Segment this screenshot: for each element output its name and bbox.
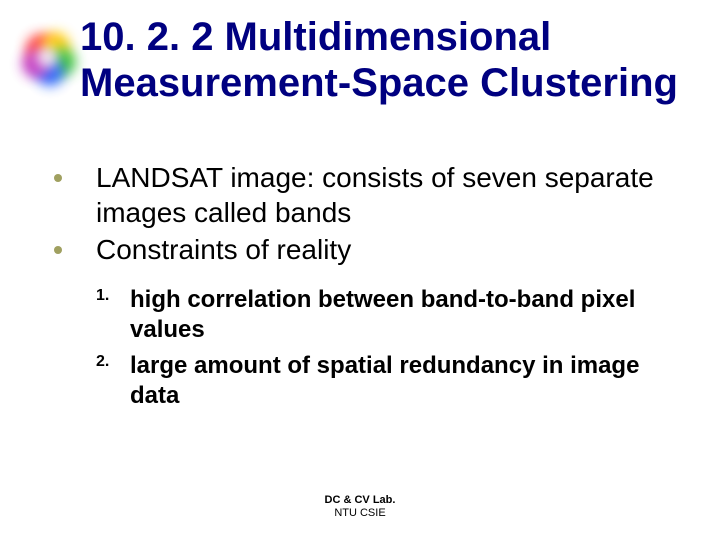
- bullet-item: Constraints of reality: [54, 232, 694, 267]
- slide-title: 10. 2. 2 Multidimensional Measurement-Sp…: [80, 14, 700, 106]
- rainbow-logo-icon: [18, 28, 80, 90]
- numbered-text: high correlation between band-to-band pi…: [130, 285, 694, 345]
- bullet-item: LANDSAT image: consists of seven separat…: [54, 160, 694, 230]
- bullet-icon: [54, 246, 62, 254]
- slide-footer: DC & CV Lab. NTU CSIE: [0, 494, 720, 520]
- numbered-label: 2.: [96, 351, 130, 371]
- footer-lab: DC & CV Lab.: [0, 494, 720, 507]
- slide: 10. 2. 2 Multidimensional Measurement-Sp…: [0, 0, 720, 540]
- bullet-text: Constraints of reality: [96, 232, 351, 267]
- bullet-text: LANDSAT image: consists of seven separat…: [96, 160, 694, 230]
- numbered-item: 1. high correlation between band-to-band…: [96, 285, 694, 345]
- numbered-label: 1.: [96, 285, 130, 305]
- numbered-text: large amount of spatial redundancy in im…: [130, 351, 694, 411]
- numbered-item: 2. large amount of spatial redundancy in…: [96, 351, 694, 411]
- bullet-icon: [54, 174, 62, 182]
- slide-body: LANDSAT image: consists of seven separat…: [54, 160, 694, 417]
- footer-org: NTU CSIE: [0, 507, 720, 520]
- numbered-list: 1. high correlation between band-to-band…: [96, 285, 694, 411]
